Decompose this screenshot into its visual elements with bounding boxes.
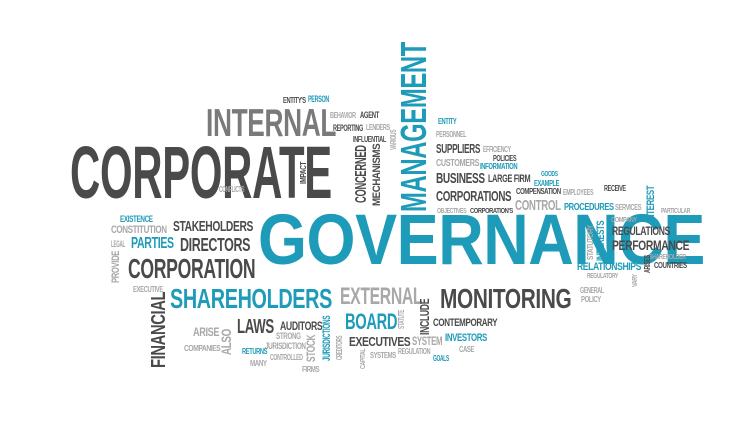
word-person: PERSON bbox=[308, 94, 330, 104]
word-arise: ARISE bbox=[193, 325, 220, 339]
word-receive: RECEIVE bbox=[604, 184, 626, 193]
word-services: SERVICES bbox=[615, 203, 642, 212]
word-external: EXTERNAL bbox=[340, 283, 423, 310]
word-internal: INTERNAL bbox=[206, 102, 337, 145]
word-monitoring: MONITORING bbox=[440, 283, 572, 314]
word-goods: GOODS bbox=[541, 171, 558, 178]
word-entitys: ENTITY'S bbox=[283, 96, 306, 105]
word-influential: INFLUENTIAL bbox=[353, 135, 386, 144]
word-management: MANAGEMENT bbox=[393, 42, 434, 212]
word-executive: EXECUTIVE bbox=[133, 285, 163, 294]
word-legal: LEGAL bbox=[111, 239, 125, 249]
word-controlled: CONTROLLED bbox=[270, 353, 303, 362]
word-board: BOARD bbox=[345, 309, 398, 334]
word-shareholder: SHAREHOLDER bbox=[649, 254, 686, 261]
word-investors: INVESTORS bbox=[445, 332, 487, 344]
word-compensation: COMPENSATION bbox=[516, 187, 561, 196]
word-shareholders: SHAREHOLDERS bbox=[170, 283, 332, 314]
word-systems: SYSTEMS bbox=[370, 351, 396, 360]
word-information: INFORMATION bbox=[480, 162, 518, 171]
word-policy: POLICY bbox=[581, 295, 601, 304]
word-firms: FIRMS bbox=[302, 365, 320, 374]
word-agent: AGENT bbox=[360, 110, 379, 120]
word-mechanisms: MECHANISMS bbox=[371, 143, 383, 206]
word-many: MANY bbox=[250, 359, 267, 368]
word-case: CASE bbox=[459, 345, 475, 354]
word-regulation: REGULATION bbox=[398, 347, 431, 356]
word-system: SYSTEM bbox=[412, 334, 443, 348]
word-entity: ENTITY bbox=[438, 117, 457, 126]
word-objectives: OBJECTIVES bbox=[437, 208, 467, 215]
word-customers: CUSTOMERS bbox=[436, 158, 480, 169]
word-procedures: PROCEDURES bbox=[564, 202, 614, 213]
word-general: GENERAL bbox=[580, 286, 604, 295]
word-regulatory: REGULATORY bbox=[587, 273, 619, 280]
word-efficiency: EFFICIENCY bbox=[483, 145, 511, 154]
word-capital: CAPITAL bbox=[360, 348, 367, 369]
word-policies: POLICIES bbox=[493, 154, 517, 163]
word-goals: GOALS bbox=[433, 354, 449, 363]
word-creditors: CREDITORS bbox=[335, 335, 344, 360]
word-jurisdiction: JURISDICTION bbox=[265, 341, 306, 351]
word-countries: COUNTRIES bbox=[654, 261, 687, 270]
word-company: COMPANY bbox=[611, 217, 637, 224]
word-personnel: PERSONNEL bbox=[436, 130, 467, 139]
word-relationships: RELATIONSHIPS bbox=[577, 261, 641, 273]
word-interests: INTERESTS bbox=[595, 220, 607, 261]
word-interest: INTEREST bbox=[645, 185, 657, 222]
word-provide: PROVIDE bbox=[110, 250, 122, 283]
word-lenders: LENDERS bbox=[366, 123, 390, 132]
word-corporate: CORPORATE bbox=[70, 131, 332, 214]
word-suppliers: SUPPLIERS bbox=[436, 141, 481, 156]
word-example: EXAMPLE bbox=[534, 179, 560, 188]
word-behavior: BEHAVIOR bbox=[330, 111, 356, 120]
word-various: VARIOUS bbox=[389, 129, 398, 150]
word-large-firm: LARGE FIRM bbox=[488, 173, 531, 185]
word-auditors: AUDITORS bbox=[280, 319, 323, 333]
word-returns: RETURNS bbox=[242, 347, 268, 356]
word-conflicts: CONFLICTS bbox=[219, 185, 245, 194]
word-statutory: STATUTORY bbox=[586, 225, 595, 260]
word-arises: ARISES bbox=[643, 255, 652, 273]
word-corporations-poss: CORPORATION'S bbox=[470, 208, 513, 215]
word-employees: EMPLOYEES bbox=[563, 188, 594, 197]
word-impact: IMPACT bbox=[299, 161, 308, 184]
word-parties: PARTIES bbox=[131, 235, 174, 252]
word-regulations: REGULATIONS bbox=[612, 224, 670, 238]
word-corporations: CORPORATIONS bbox=[436, 188, 512, 205]
word-constitution: CONSTITUTION bbox=[111, 224, 167, 236]
word-statute: STATUTE bbox=[397, 309, 406, 329]
word-also: ALSO bbox=[218, 329, 234, 355]
word-stakeholders: STAKEHOLDERS bbox=[173, 218, 254, 235]
word-executives: EXECUTIVES bbox=[349, 334, 411, 349]
word-concerned: CONCERNED bbox=[353, 145, 370, 203]
word-financial: FINANCIAL bbox=[148, 291, 170, 368]
word-existence: EXISTENCE bbox=[120, 214, 153, 224]
word-corporation: CORPORATION bbox=[128, 253, 256, 284]
word-strong: STRONG bbox=[276, 331, 301, 341]
word-reporting: REPORTING bbox=[333, 123, 364, 133]
word-particular: PARTICULAR bbox=[661, 208, 690, 215]
word-business: BUSINESS bbox=[436, 170, 485, 187]
word-directors: DIRECTORS bbox=[180, 235, 251, 255]
word-companies: COMPANIES bbox=[184, 344, 221, 353]
word-performance: PERFORMANCE bbox=[612, 237, 690, 253]
word-jurisdictions: JURISDICTIONS bbox=[321, 315, 333, 361]
word-control: CONTROL bbox=[515, 197, 561, 214]
word-include: INCLUDE bbox=[417, 298, 432, 335]
word-stock: STOCK bbox=[304, 334, 318, 362]
word-laws: LAWS bbox=[237, 316, 274, 338]
word-contemporary: CONTEMPORARY bbox=[433, 317, 498, 329]
word-governance: GOVERNANCE bbox=[258, 201, 705, 280]
word-vary: VARY bbox=[632, 274, 639, 287]
